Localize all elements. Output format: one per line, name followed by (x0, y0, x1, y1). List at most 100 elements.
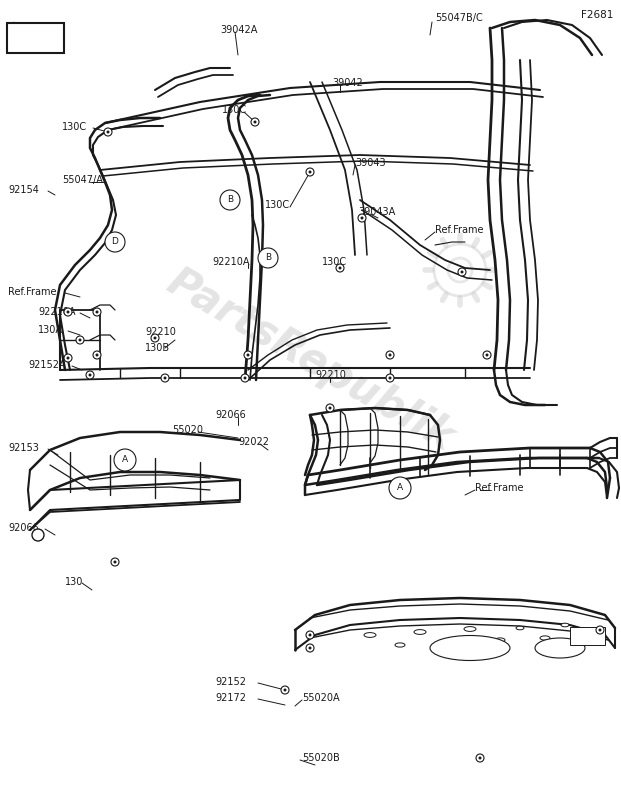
Text: 130C: 130C (222, 105, 247, 115)
Text: 130C: 130C (265, 200, 290, 210)
Circle shape (76, 336, 84, 344)
Text: 92022: 92022 (238, 437, 269, 447)
Text: 55020: 55020 (172, 425, 203, 435)
Text: A: A (122, 455, 128, 465)
Circle shape (32, 529, 44, 541)
Text: 92066: 92066 (8, 523, 39, 533)
Circle shape (89, 374, 91, 377)
Circle shape (243, 377, 247, 379)
Ellipse shape (445, 640, 455, 644)
Circle shape (258, 248, 278, 268)
Ellipse shape (516, 626, 524, 630)
Text: 92210A: 92210A (212, 257, 250, 267)
Circle shape (111, 558, 119, 566)
Circle shape (389, 354, 391, 357)
Text: 92153: 92153 (8, 443, 39, 453)
Text: 92210A: 92210A (38, 307, 76, 317)
Text: FRONT: FRONT (16, 33, 53, 43)
Text: Ref.Frame: Ref.Frame (435, 225, 484, 235)
Circle shape (389, 477, 411, 499)
Circle shape (309, 646, 312, 650)
Text: D: D (112, 238, 119, 246)
Text: 39042: 39042 (332, 78, 363, 88)
Ellipse shape (495, 638, 505, 642)
Text: 130: 130 (65, 577, 83, 587)
Circle shape (114, 449, 136, 471)
Text: 130C: 130C (62, 122, 87, 132)
Circle shape (486, 354, 489, 357)
Circle shape (64, 354, 72, 362)
Ellipse shape (430, 635, 510, 661)
Circle shape (161, 374, 169, 382)
Text: B: B (227, 195, 233, 205)
Circle shape (244, 351, 252, 359)
Ellipse shape (395, 643, 405, 647)
Text: 92066: 92066 (215, 410, 246, 420)
Circle shape (329, 406, 332, 410)
Circle shape (281, 686, 289, 694)
Text: 55047/A: 55047/A (62, 175, 103, 185)
Circle shape (338, 266, 342, 270)
Circle shape (151, 334, 159, 342)
Circle shape (458, 268, 466, 276)
Circle shape (105, 232, 125, 252)
Text: 92154: 92154 (8, 185, 39, 195)
Circle shape (361, 217, 363, 219)
Circle shape (309, 634, 312, 637)
Ellipse shape (540, 636, 550, 640)
Circle shape (599, 629, 602, 631)
Circle shape (284, 689, 286, 691)
Circle shape (461, 270, 463, 274)
Circle shape (163, 377, 166, 379)
Circle shape (386, 374, 394, 382)
Circle shape (114, 561, 117, 563)
Circle shape (386, 351, 394, 359)
Text: 92172: 92172 (215, 693, 246, 703)
Circle shape (66, 357, 70, 359)
Circle shape (220, 190, 240, 210)
Circle shape (326, 404, 334, 412)
Circle shape (96, 310, 99, 314)
Circle shape (93, 351, 101, 359)
Text: 39043A: 39043A (358, 207, 395, 217)
Text: PartsRepublik: PartsRepublik (160, 261, 461, 459)
Circle shape (241, 374, 249, 382)
Circle shape (64, 308, 72, 316)
FancyBboxPatch shape (570, 627, 605, 645)
Text: 55020A: 55020A (302, 693, 340, 703)
Circle shape (309, 170, 312, 174)
Circle shape (106, 130, 109, 134)
Circle shape (479, 757, 481, 759)
Circle shape (153, 337, 156, 339)
Text: B: B (265, 254, 271, 262)
Circle shape (306, 644, 314, 652)
Circle shape (86, 371, 94, 379)
Text: 130C: 130C (322, 257, 347, 267)
Text: F2681: F2681 (581, 10, 613, 20)
Circle shape (253, 121, 256, 123)
Circle shape (336, 264, 344, 272)
Circle shape (78, 338, 81, 342)
Text: 130B: 130B (145, 343, 170, 353)
Ellipse shape (464, 626, 476, 631)
Circle shape (251, 118, 259, 126)
Text: Ref.Frame: Ref.Frame (475, 483, 524, 493)
Circle shape (596, 626, 604, 634)
Text: 92210: 92210 (145, 327, 176, 337)
Ellipse shape (561, 623, 569, 627)
Circle shape (306, 168, 314, 176)
Circle shape (247, 354, 250, 357)
Text: 55020B: 55020B (302, 753, 340, 763)
Text: Ref.Frame: Ref.Frame (8, 287, 57, 297)
Circle shape (104, 128, 112, 136)
Circle shape (389, 377, 391, 379)
Text: 39042A: 39042A (220, 25, 257, 35)
Text: 39043: 39043 (355, 158, 386, 168)
Text: 92210: 92210 (315, 370, 346, 380)
Circle shape (358, 214, 366, 222)
FancyBboxPatch shape (7, 23, 64, 53)
Circle shape (483, 351, 491, 359)
Text: 92152A: 92152A (28, 360, 66, 370)
Circle shape (93, 308, 101, 316)
Text: 92152: 92152 (215, 677, 246, 687)
